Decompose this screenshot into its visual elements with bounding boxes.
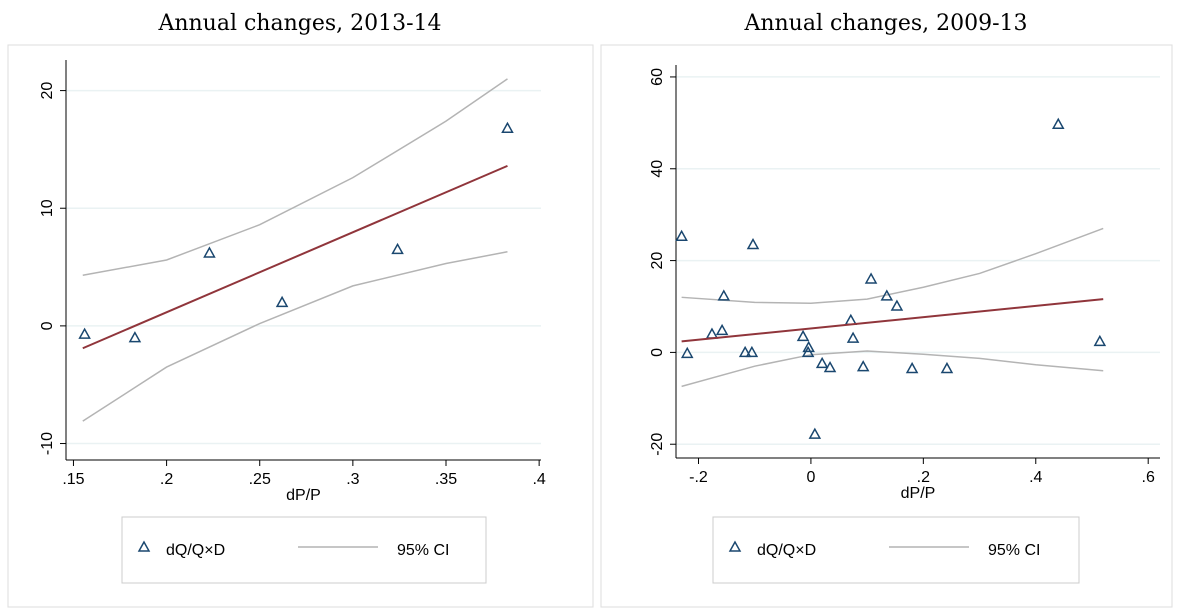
- y-tick-label: 60: [649, 68, 666, 86]
- chart-title: Annual changes, 2009-13: [743, 11, 1027, 36]
- scatter-point: [1093, 334, 1107, 347]
- scatter-point: [796, 329, 810, 342]
- scatter-point: [802, 340, 815, 353]
- scatter-point: [705, 327, 719, 339]
- ci-line: [82, 78, 508, 277]
- x-tick-label: -.2: [689, 469, 708, 486]
- scatter-point: [844, 313, 858, 326]
- y-tick-label: 20: [39, 82, 56, 100]
- y-tick-label: 40: [649, 160, 666, 178]
- panel-frame: [600, 44, 1173, 608]
- scatter-point: [846, 331, 860, 343]
- x-tick-label: .25: [249, 471, 271, 488]
- legend-label: dQ/Q×D: [757, 542, 816, 559]
- scatter-point: [856, 360, 870, 372]
- y-tick-label: -20: [649, 433, 666, 456]
- scatter-point: [880, 289, 894, 301]
- y-tick-label: 10: [39, 199, 56, 217]
- y-tick-label: -10: [39, 432, 56, 455]
- legend-box: [712, 516, 1080, 584]
- fit-line: [82, 164, 508, 350]
- scatter-point: [680, 346, 694, 359]
- scatter-point: [738, 345, 752, 358]
- legend-box: [121, 516, 487, 584]
- legend-marker: [137, 540, 151, 552]
- y-tick-label: 0: [649, 348, 666, 357]
- scatter-point: [890, 299, 904, 311]
- chart-title: Annual changes, 2013-14: [157, 11, 441, 36]
- scatter-point: [745, 345, 759, 358]
- scatter-point: [501, 121, 514, 133]
- x-tick-label: .4: [1029, 469, 1042, 486]
- legend-label: 95% CI: [397, 542, 449, 559]
- x-tick-label: .2: [160, 471, 173, 488]
- legend-label: 95% CI: [988, 542, 1040, 559]
- scatter-point: [675, 229, 688, 241]
- x-tick-label: .3: [346, 471, 359, 488]
- scatter-point: [746, 237, 760, 250]
- y-tick-label: 20: [649, 252, 666, 270]
- scatter-point: [1051, 117, 1065, 129]
- scatter-point: [808, 427, 822, 439]
- scatter-point: [203, 246, 216, 258]
- x-tick-label: .4: [532, 471, 545, 488]
- x-tick-label: .15: [62, 471, 84, 488]
- ci-line: [681, 350, 1104, 388]
- scatter-point: [864, 272, 878, 284]
- scatter-point: [801, 345, 815, 358]
- scatter-point: [128, 331, 142, 343]
- panel-frame: [7, 44, 594, 608]
- scatter-point: [905, 361, 919, 374]
- scatter-point: [815, 356, 829, 369]
- scatter-point: [275, 295, 289, 308]
- x-tick-label: .35: [435, 471, 457, 488]
- x-axis-title: dP/P: [901, 485, 936, 502]
- x-axis-title: dP/P: [286, 487, 321, 504]
- x-tick-label: .6: [1142, 469, 1155, 486]
- scatter-point: [717, 289, 731, 301]
- fit-line: [681, 298, 1104, 343]
- x-tick-label: 0: [806, 469, 815, 486]
- scatter-point: [715, 323, 729, 336]
- ci-line: [82, 251, 508, 422]
- scatter-point: [823, 361, 837, 373]
- ci-line: [681, 227, 1104, 305]
- scatter-point: [78, 327, 91, 339]
- scatter-point: [940, 361, 954, 374]
- y-tick-label: 0: [39, 321, 56, 330]
- x-tick-label: .2: [917, 469, 930, 486]
- legend-label: dQ/Q×D: [166, 542, 225, 559]
- legend-marker: [728, 540, 742, 552]
- scatter-point: [391, 242, 404, 255]
